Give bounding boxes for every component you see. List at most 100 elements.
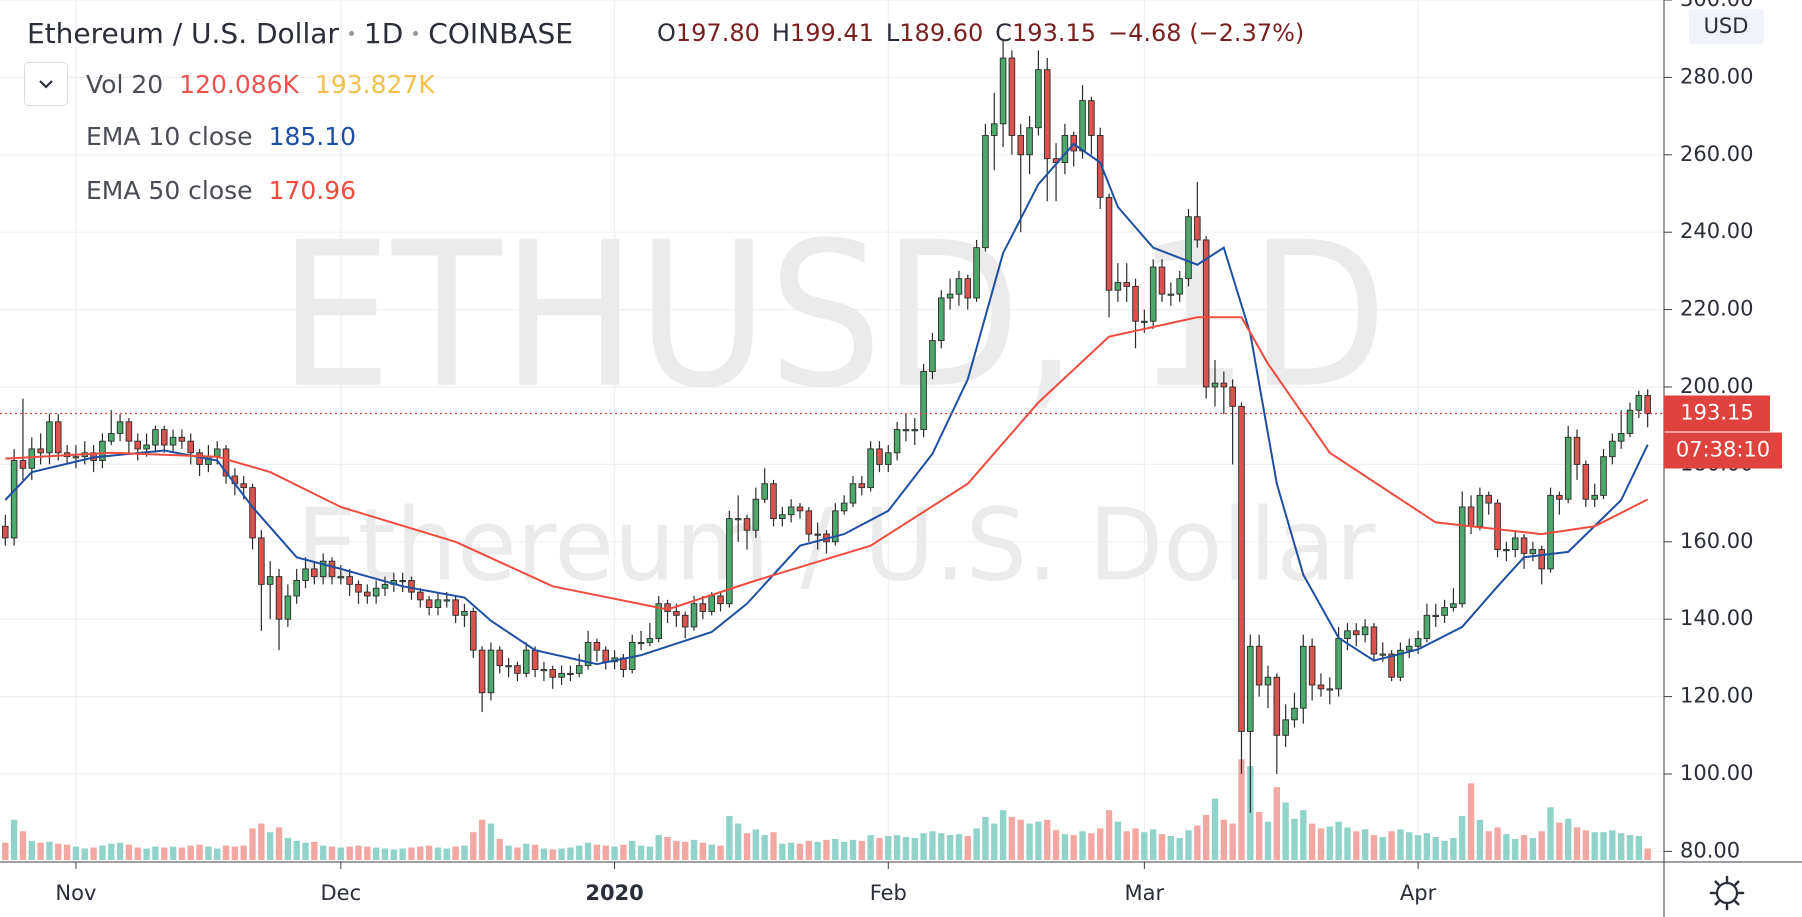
volume-bar [1423, 833, 1431, 860]
volume-bar [805, 840, 813, 860]
volume-bar [911, 837, 918, 860]
volume-bar [187, 845, 194, 860]
volume-bar [337, 847, 345, 860]
candle-body [558, 672, 565, 678]
volume-bar [761, 835, 768, 860]
candle-body [734, 518, 742, 521]
chevron-icon[interactable] [25, 63, 67, 105]
volume-bar [72, 846, 80, 860]
volume-bar [1282, 802, 1289, 860]
candle-body [1423, 614, 1431, 639]
countdown-label: 07:38:10 [1676, 438, 1770, 462]
legend-volume-name[interactable]: Vol 20 [86, 69, 164, 99]
interval[interactable]: 1D [363, 16, 404, 50]
candle-body [796, 506, 804, 512]
candle-body [990, 123, 998, 136]
candle-body [487, 649, 495, 694]
y-tick-label: 260.00 [1680, 142, 1753, 166]
legend-volume-value: 120.086K [179, 69, 299, 99]
volume-bar [293, 840, 300, 860]
volume-bar [576, 845, 583, 860]
candle-body [1441, 607, 1448, 616]
candle-body [328, 560, 336, 578]
volume-bar [1026, 823, 1033, 860]
ohlc-key: L [885, 19, 900, 47]
candle-body [549, 669, 557, 678]
y-tick-label: 160.00 [1680, 529, 1753, 553]
volume-bar [787, 842, 795, 860]
candle-body [858, 483, 866, 489]
volume-bar [1335, 821, 1342, 860]
candle-body [805, 510, 813, 535]
volume-bars [2, 759, 1651, 860]
volume-bar [514, 847, 521, 860]
volume-bar [964, 836, 971, 860]
volume-bar [390, 849, 397, 860]
volume-bar [214, 848, 221, 860]
candle-body [1511, 537, 1519, 550]
candle-body [1105, 196, 1113, 291]
settings-icon[interactable] [1709, 875, 1745, 911]
volume-bar [1308, 823, 1316, 860]
volume-bar [1617, 833, 1625, 860]
candle-body [178, 436, 186, 442]
candle-body [982, 134, 989, 249]
candle-body [1273, 676, 1281, 736]
candle-body [478, 649, 486, 694]
candle-body [840, 502, 848, 512]
candle-body [452, 599, 459, 616]
candle-body [1388, 653, 1395, 678]
legend-toggle[interactable] [24, 62, 68, 106]
volume-bar [982, 816, 989, 860]
volume-bar [1388, 831, 1395, 860]
x-tick-label: Apr [1400, 881, 1437, 905]
candle-body [37, 448, 44, 454]
currency-label[interactable]: USD [1704, 14, 1749, 38]
candle-body [593, 641, 601, 651]
candle-body [1494, 502, 1501, 550]
grid [0, 0, 1664, 862]
volume-bar [1167, 836, 1175, 860]
currency-box[interactable] [1689, 9, 1764, 44]
candle-body [885, 452, 892, 465]
settings-icon-teeth[interactable] [1709, 875, 1745, 911]
volume-bar [867, 835, 874, 860]
volume-bar [1406, 832, 1413, 860]
candle-body [1379, 653, 1387, 656]
symbol-name[interactable]: Ethereum / U.S. Dollar [27, 16, 339, 50]
candle-body [876, 448, 883, 465]
volume-bar [258, 823, 265, 860]
candle-body [364, 591, 371, 597]
volume-bar [1255, 812, 1263, 860]
candle-body [1176, 278, 1183, 295]
volume-bar [231, 846, 239, 860]
volume-bar [249, 828, 256, 860]
candle-body [346, 576, 353, 585]
volume-bar [55, 843, 62, 860]
y-tick-label: 120.00 [1680, 684, 1753, 708]
candle-body [1450, 603, 1457, 609]
volume-bar [381, 848, 389, 860]
legend-ema-name[interactable]: EMA 50 close [86, 175, 253, 205]
candles [2, 38, 1651, 813]
candle-body [726, 518, 733, 605]
candle-body [849, 483, 857, 504]
candle-body [1476, 494, 1484, 527]
volume-bar [699, 842, 707, 860]
chevron[interactable] [39, 80, 53, 89]
volume-bar [275, 827, 283, 860]
legend-ema-name[interactable]: EMA 10 close [86, 121, 253, 151]
volume-bar [1326, 826, 1333, 860]
candle-body [1573, 436, 1581, 465]
candle-body [1326, 688, 1334, 691]
ohlc-value: 189.60 [899, 19, 984, 47]
candle-body [284, 595, 292, 620]
volume-bar [726, 815, 733, 860]
candle-body [1582, 463, 1590, 500]
ohlc-value: 193.15 [1012, 19, 1097, 47]
volume-bar [549, 849, 556, 860]
exchange: COINBASE [428, 16, 573, 50]
candle-body [1247, 645, 1254, 732]
ohlc-key: C [995, 19, 1013, 47]
settings-icon-ring[interactable] [1715, 881, 1739, 905]
